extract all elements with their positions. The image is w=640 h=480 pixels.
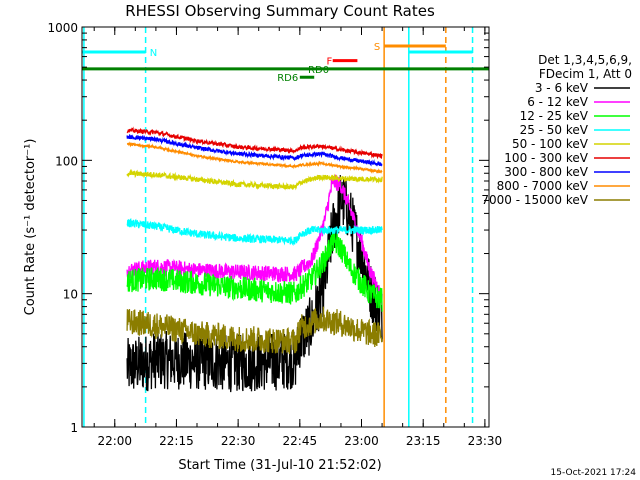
legend-label-3-6-kev: 3 - 6 keV: [535, 81, 589, 95]
series-800-7000-kev: [126, 141, 383, 174]
legend-label-800-7000-kev: 800 - 7000 keV: [497, 179, 589, 193]
x-axis-label: Start Time (31-Jul-10 21:52:02): [178, 458, 381, 473]
y-tick-label-10: 10: [63, 288, 78, 302]
legend: Det 1,3,4,5,6,9, FDecim 1, Att 0 3 - 6 k…: [481, 53, 632, 207]
series-7000-15000-kev: [126, 306, 383, 355]
series-100-300-kev: [126, 126, 383, 160]
timestamp: 15-Oct-2021 17:24: [551, 468, 637, 478]
series-12-25-kev: [126, 228, 383, 312]
y-tick-label-100: 100: [55, 154, 78, 168]
y-axis-label: Count Rate (s⁻¹ detector⁻¹): [23, 139, 38, 316]
flag-label-rd6: RD6: [277, 73, 298, 84]
legend-label-7000-15000-kev: 7000 - 15000 keV: [481, 193, 588, 207]
x-tick-label-22-00: 22:00: [97, 434, 132, 448]
plot-series: [126, 126, 383, 393]
x-tick-label-23-15: 23:15: [406, 434, 441, 448]
legend-label-100-300-kev: 100 - 300 keV: [504, 151, 588, 165]
legend-label-25-50-kev: 25 - 50 keV: [520, 123, 589, 137]
x-tick-label-22-30: 22:30: [221, 434, 256, 448]
y-tick-label-1: 1: [70, 421, 78, 435]
series-3-6-kev: [126, 175, 383, 393]
flag-label-f: F: [327, 57, 333, 68]
legend-label-300-800-kev: 300 - 800 keV: [504, 165, 588, 179]
x-tick-label-22-15: 22:15: [159, 434, 194, 448]
legend-label-12-25-kev: 12 - 25 keV: [520, 109, 589, 123]
series-25-50-kev: [126, 218, 383, 247]
legend-label-6-12-kev: 6 - 12 keV: [527, 95, 589, 109]
chart-title: RHESSI Observing Summary Count Rates: [125, 2, 435, 20]
axis-ticks: 22:00 22:15 22:30 22:45 23:00 23:15 23:30 1 10 10…: [47, 21, 502, 448]
legend-label-50-100-kev: 50 - 100 keV: [512, 137, 589, 151]
x-tick-label-22-45: 22:45: [283, 434, 318, 448]
plot-frame: [81, 26, 490, 428]
flag-label-n: N: [150, 48, 157, 59]
y-tick-label-1000: 1000: [47, 21, 78, 35]
x-tick-label-23-00: 23:00: [344, 434, 379, 448]
series-50-100-kev: [126, 168, 383, 191]
flag-label-s: S: [374, 42, 380, 53]
legend-header-detectors: Det 1,3,4,5,6,9,: [538, 53, 632, 67]
series-300-800-kev: [126, 134, 383, 167]
legend-header-decim: FDecim 1, Att 0: [539, 67, 632, 81]
x-tick-label-23-30: 23:30: [468, 434, 503, 448]
flag-label-rd0: RD0: [308, 65, 329, 76]
